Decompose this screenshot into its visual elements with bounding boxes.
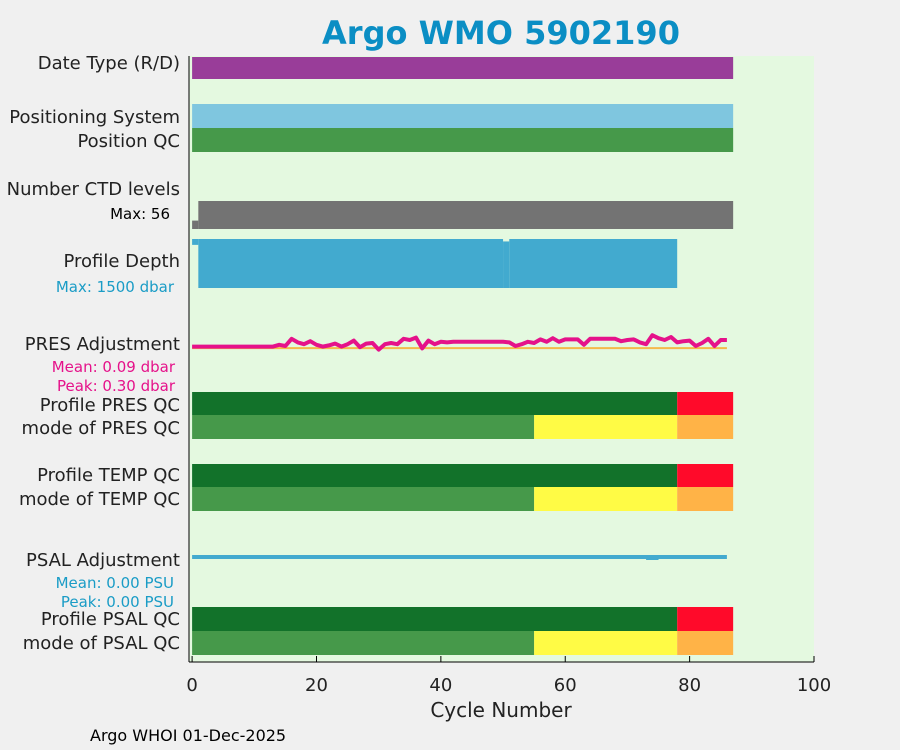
mode-pres-qc-segment-0 — [192, 415, 535, 439]
row-label-position-qc: Position QC — [77, 131, 180, 152]
mode-pres-qc-segment-1 — [534, 415, 678, 439]
row-label-mode-temp-qc: mode of TEMP QC — [19, 489, 180, 510]
row-label-positioning-system: Positioning System — [9, 107, 180, 128]
mode-temp-qc-segment-2 — [677, 487, 734, 511]
row-label-profile-depth: Profile Depth — [63, 251, 180, 272]
pres-mean-annotation: Mean: 0.09 dbar — [52, 358, 176, 376]
profile-psal-qc-segment-1 — [677, 607, 734, 631]
row-label-pres-adjustment: PRES Adjustment — [25, 334, 180, 355]
ctd-max-annotation: Max: 56 — [110, 205, 170, 223]
qc-bars — [192, 57, 734, 655]
mode-psal-qc-segment-2 — [677, 631, 734, 655]
x-axis-label: Cycle Number — [430, 698, 572, 722]
row-label-mode-psal-qc: mode of PSAL QC — [23, 633, 180, 654]
mode-psal-qc-segment-0 — [192, 631, 535, 655]
row-label-date-type: Date Type (R/D) — [38, 53, 180, 74]
row-annotations: Max: 56 Max: 1500 dbar Mean: 0.09 dbar P… — [52, 205, 176, 611]
x-tick-label: 40 — [429, 675, 452, 696]
profile-depth-segment-3 — [509, 239, 678, 288]
psal-adjustment-dip — [646, 557, 659, 560]
profile-depth-segment-0 — [192, 239, 199, 245]
profile-depth-segment-1 — [198, 239, 504, 288]
mode-temp-qc-segment-1 — [534, 487, 678, 511]
mode-temp-qc-segment-0 — [192, 487, 535, 511]
profile-temp-qc-segment-0 — [192, 464, 678, 487]
row-label-ctd-levels: Number CTD levels — [7, 179, 180, 200]
psal-mean-annotation: Mean: 0.00 PSU — [56, 574, 174, 592]
x-tick-label: 20 — [305, 675, 328, 696]
row-label-profile-temp-qc: Profile TEMP QC — [37, 465, 180, 486]
profile-psal-qc-segment-0 — [192, 607, 678, 631]
position-qc-segment-0 — [192, 128, 734, 152]
adjustment-lines — [192, 333, 727, 560]
ctd-levels-segment-1 — [198, 201, 734, 229]
row-label-profile-pres-qc: Profile PRES QC — [40, 395, 180, 416]
row-labels: Date Type (R/D) Positioning System Posit… — [7, 53, 180, 654]
ctd-levels-segment-0 — [192, 220, 199, 229]
x-tick-label: 0 — [186, 675, 197, 696]
depth-max-annotation: Max: 1500 dbar — [56, 278, 175, 296]
row-label-profile-psal-qc: Profile PSAL QC — [41, 609, 180, 630]
mode-psal-qc-segment-1 — [534, 631, 678, 655]
psal-peak-annotation: Peak: 0.00 PSU — [61, 593, 174, 611]
row-label-mode-pres-qc: mode of PRES QC — [22, 418, 180, 439]
x-axis-ticks: 0 20 40 60 80 100 — [186, 656, 831, 696]
x-tick-label: 60 — [554, 675, 577, 696]
date-type-segment-0 — [192, 57, 734, 79]
profile-depth-segment-2 — [503, 241, 510, 288]
profile-pres-qc-segment-1 — [677, 392, 734, 415]
row-label-psal-adjustment: PSAL Adjustment — [26, 550, 180, 571]
mode-pres-qc-segment-2 — [677, 415, 734, 439]
x-tick-label: 80 — [678, 675, 701, 696]
positioning-system-segment-0 — [192, 104, 734, 128]
profile-pres-qc-segment-0 — [192, 392, 678, 415]
chart-title: Argo WMO 5902190 — [322, 14, 680, 52]
profile-temp-qc-segment-1 — [677, 464, 734, 487]
x-tick-label: 100 — [797, 675, 831, 696]
pres-adjustment-line — [192, 333, 727, 352]
footer-credit: Argo WHOI 01-Dec-2025 — [90, 726, 286, 745]
pres-peak-annotation: Peak: 0.30 dbar — [57, 377, 176, 395]
plot-area — [189, 56, 814, 662]
